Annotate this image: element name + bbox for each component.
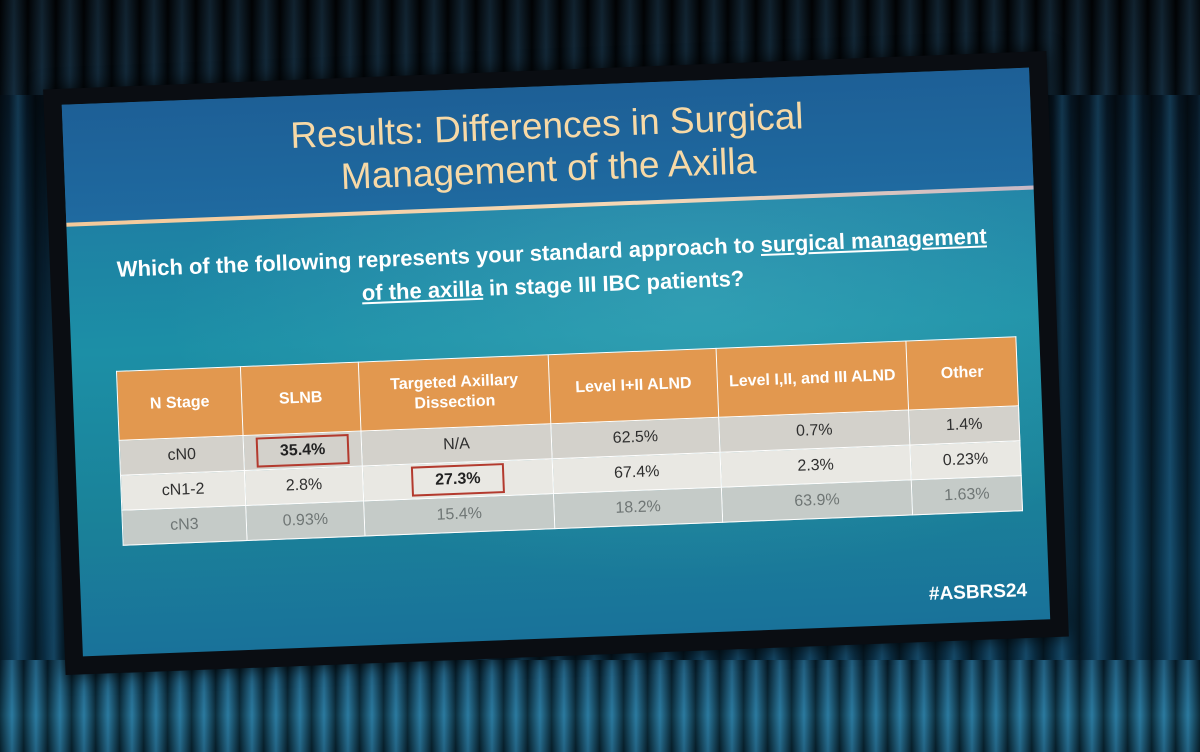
cell-slnb: 35.4%	[243, 431, 363, 471]
cell-level-1-2-3-alnd: 63.9%	[721, 479, 913, 523]
cell-targeted-dissection: 15.4%	[363, 493, 555, 536]
highlighted-value: 27.3%	[410, 463, 506, 497]
conference-hashtag: #ASBRS24	[928, 580, 1028, 605]
question-text-end: in stage III IBC patients?	[482, 265, 745, 301]
cell-level-1-2-alnd: 18.2%	[553, 487, 723, 529]
cell-slnb: 2.8%	[244, 466, 364, 506]
cell-stage: cN0	[119, 435, 245, 476]
projection-screen: Results: Differences in Surgical Managem…	[43, 50, 1069, 676]
results-table: N Stage SLNB Targeted Axillary Dissectio…	[116, 336, 1023, 546]
header-other: Other	[905, 336, 1019, 411]
cell-slnb: 0.93%	[245, 500, 365, 541]
cell-stage: cN3	[121, 505, 248, 546]
header-slnb: SLNB	[240, 362, 361, 436]
header-level-1-2-alnd: Level I+II ALND	[548, 348, 719, 424]
header-level-1-2-3-alnd: Level I,II, and III ALND	[716, 341, 909, 418]
stage-curtain-bottom	[0, 660, 1200, 752]
cell-other: 0.23%	[909, 440, 1022, 480]
cell-other: 1.63%	[911, 475, 1023, 515]
header-n-stage: N Stage	[116, 366, 244, 441]
survey-question: Which of the following represents your s…	[107, 219, 997, 319]
highlighted-value: 35.4%	[255, 434, 350, 468]
header-targeted-axillary-dissection: Targeted Axillary Dissection	[358, 354, 551, 432]
presentation-slide: Results: Differences in Surgical Managem…	[61, 67, 1051, 657]
cell-stage: cN1-2	[120, 470, 246, 511]
cell-other: 1.4%	[908, 405, 1020, 445]
